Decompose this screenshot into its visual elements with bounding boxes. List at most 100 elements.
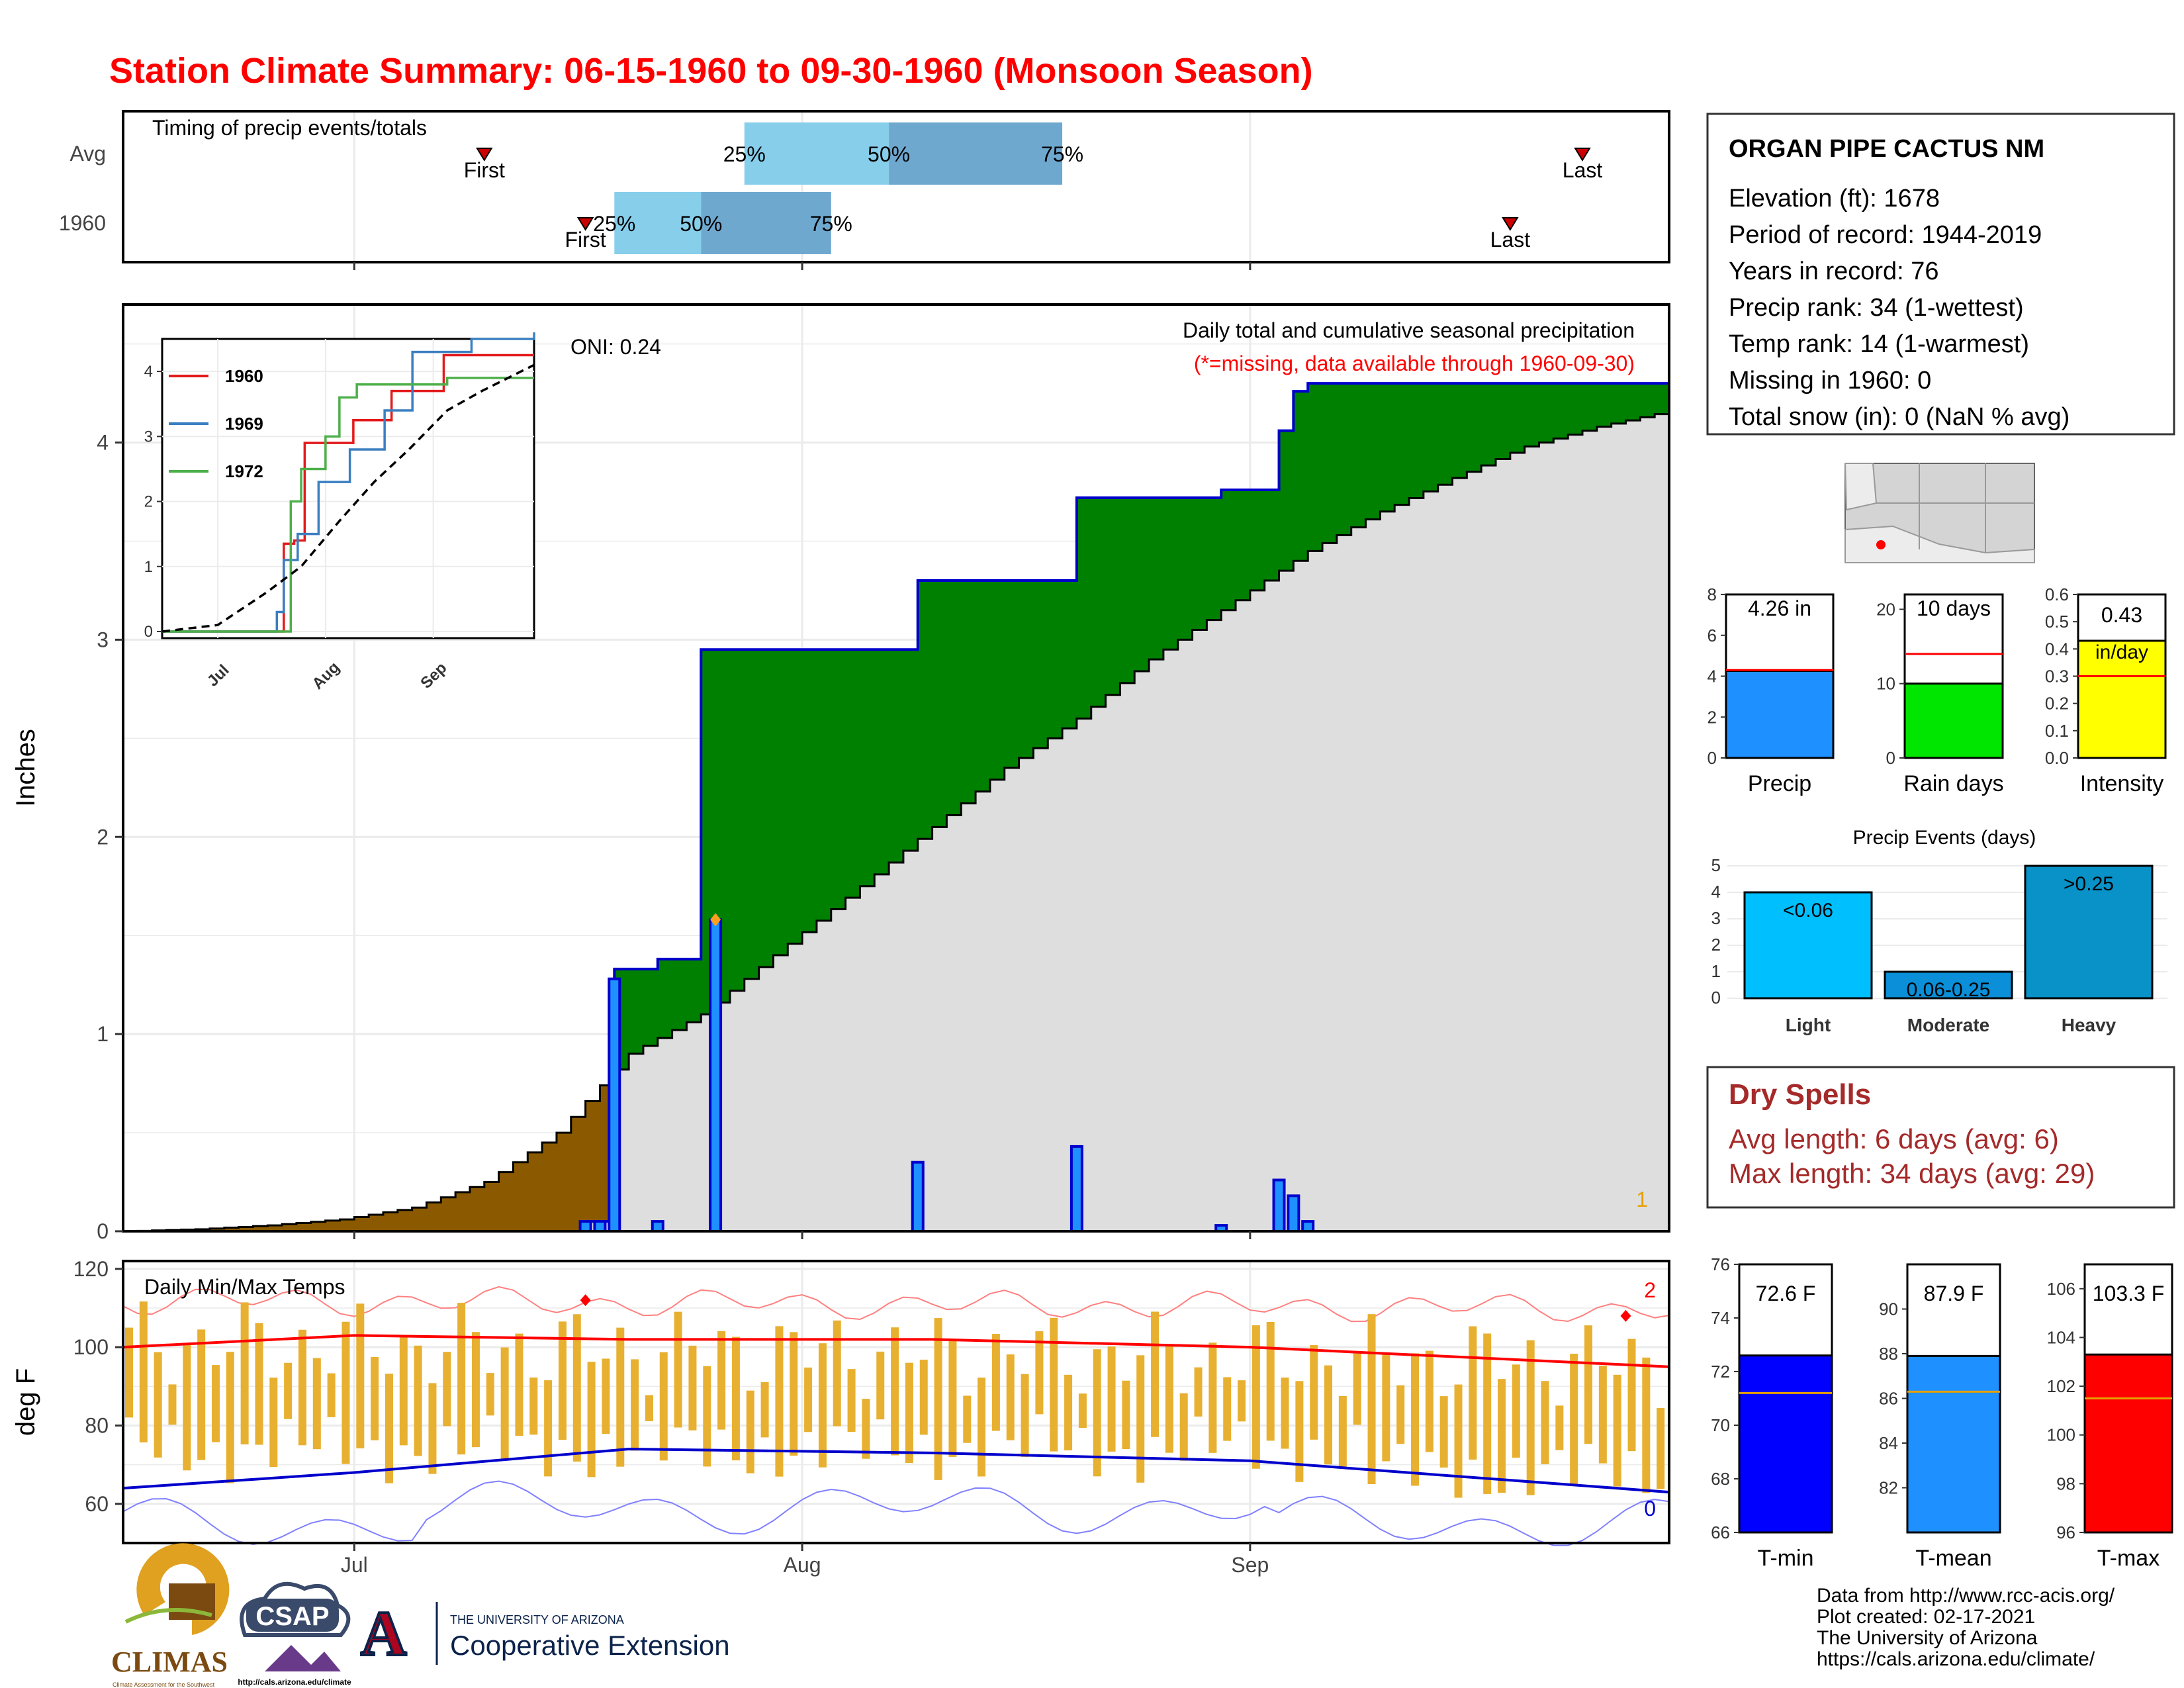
precip-ytick-label: 3 [97,628,109,651]
mini-ytick-label: 0 [1707,748,1717,768]
daily-temp-range-bar [833,1320,841,1427]
daily-temp-range-bar [1006,1354,1015,1440]
daily-temp-range-bar [471,1332,480,1448]
daily-temp-range-bar [703,1366,711,1467]
above-average-area [917,581,933,839]
quartile-box-lower [614,192,702,254]
above-average-area [1510,383,1525,453]
daily-temp-range-bar [1570,1354,1578,1485]
daily-temp-range-bar [659,1352,668,1461]
inset-ytick-label: 4 [144,363,153,381]
daily-temp-range-bar [731,1336,740,1461]
daily-temp-range-bar [558,1321,567,1440]
daily-temp-range-bar [587,1362,596,1477]
mini-value-label: 10 days [1917,596,1991,620]
daily-temp-range-bar [240,1302,249,1445]
inset-legend-label: 1960 [225,366,263,386]
avg-tmax-line [122,1334,1670,1368]
mini-ytick-label: 6 [1707,626,1717,645]
daily-temp-range-bar [226,1352,234,1483]
quartile-box-lower [744,122,889,185]
temp-ytick-label: 80 [85,1414,109,1438]
daily-temp-range-bar [905,1362,913,1464]
events-bar-label: >0.25 [2064,873,2114,895]
daily-temp-range-bar [746,1390,754,1474]
mini-xlabel: T-mean [1915,1546,1991,1571]
temp-ytick-label: 120 [73,1257,109,1281]
events-ytick-label: 2 [1711,935,1721,955]
mini-ytick-label: 86 [1879,1389,1898,1409]
daily-temp-range-bar [1411,1353,1420,1486]
daily-temp-range-bar [1541,1381,1549,1464]
precip-areas [123,382,1670,1233]
above-average-area [1019,581,1034,759]
below-average-area [253,1226,268,1231]
first-marker [576,217,594,231]
daily-temp-range-bar [934,1318,942,1480]
above-average-area [1177,497,1193,640]
first-marker [476,148,493,162]
below-average-area [556,1133,572,1231]
station-detail: Total snow (in): 0 (NaN % avg) [1729,403,2070,431]
credit-line: Plot created: 02-17-2021 [1817,1606,2035,1628]
daily-temp-range-bar [818,1343,827,1468]
above-average-area [773,649,788,955]
daily-temp-range-bar [414,1345,422,1456]
daily-temp-range-bar [1367,1314,1376,1485]
precip-panel: 0 1 2 3 4 Inches Daily total and cumulative … [11,303,1670,1243]
daily-temp-range-bar [1238,1380,1246,1422]
temp-frame [122,1260,1670,1544]
daily-temp-range-bar [891,1327,899,1456]
dry-spells-title: Dry Spells [1729,1078,1871,1111]
daily-temp-range-bar [1396,1385,1405,1444]
q75-label: 75% [810,212,852,236]
logos: CLIMAS Climate Assessment for the Southw… [111,1543,730,1688]
daily-temp-range-bar [312,1358,321,1450]
above-average-area [1048,581,1063,739]
oni-value: ONI: 0.24 [570,335,661,359]
daily-temp-range-bar [847,1369,856,1432]
daily-temp-range-bar [1223,1377,1232,1441]
record-min-line [122,1480,1670,1546]
station-info-box: ORGAN PIPE CACTUS NM Elevation (ft): 167… [1706,113,2175,436]
daily-temp-range-bar [1657,1408,1665,1489]
precip-corner-count: 1 [1636,1188,1648,1211]
tmin-chart: 72.6 F 66 68 70 72 74 76 T-min [1711,1254,1833,1571]
daily-temp-range-bar [645,1395,653,1421]
above-average-area [1423,383,1439,492]
station-location-marker [1876,540,1886,549]
below-average-area [209,1228,225,1231]
above-average-area [1293,391,1308,561]
daily-temp-range-bar [500,1347,509,1460]
events-bar [1884,970,2013,1000]
page-title: Station Climate Summary: 06-15-1960 to 0… [109,51,1313,91]
daily-temp-range-bar [197,1329,206,1460]
ua-big-text: Cooperative Extension [450,1630,730,1661]
station-name: ORGAN PIPE CACTUS NM [1729,135,2044,163]
daily-temp-range-bar [1425,1350,1433,1452]
mini-xlabel: Intensity [2080,771,2164,796]
above-average-area [802,649,817,933]
above-average-area [874,649,889,874]
temp-ytick-label: 100 [73,1335,109,1359]
below-average-area [455,1192,471,1231]
below-average-area [340,1219,355,1231]
above-average-area [1149,497,1164,660]
daily-temp-range-bar [876,1351,885,1420]
above-average-area [816,649,832,921]
mini-xlabel: T-min [1758,1546,1814,1571]
daily-temp-range-bar [948,1340,957,1457]
daily-temp-range-bar [991,1334,1000,1431]
daily-temp-range-bar [1165,1346,1173,1453]
csap-banner [246,1599,339,1632]
above-average-area [1467,383,1482,472]
above-average-area [1409,383,1424,498]
mini-value-label: 72.6 F [1756,1282,1816,1305]
quartile-box-upper [701,192,831,254]
daily-temp-range-bar [1310,1344,1318,1440]
above-average-area [1452,383,1467,479]
above-average-area [1308,383,1323,551]
above-average-area [672,959,687,1031]
last-label: Last [1563,158,1603,182]
above-average-area [1105,497,1120,695]
